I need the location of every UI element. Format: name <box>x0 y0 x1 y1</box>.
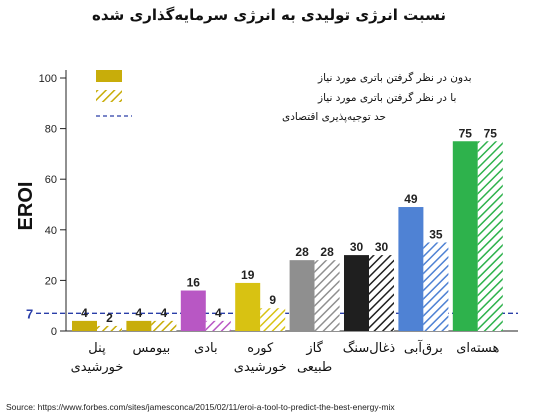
bar-value-label: 35 <box>429 227 443 241</box>
bar-value-label: 75 <box>484 126 498 140</box>
category-label: هسته‌ای <box>456 341 499 356</box>
bar-without-battery <box>180 290 206 331</box>
category-label: کوره <box>247 341 274 356</box>
bar-value-label: 2 <box>106 311 113 325</box>
category-label: طبیعی <box>297 360 332 375</box>
bar-with-battery <box>260 308 286 331</box>
category-label: ذغال‌سنگ <box>343 340 396 356</box>
bar-value-label: 4 <box>81 306 88 320</box>
bar-value-label: 19 <box>241 268 255 282</box>
bar-without-battery <box>398 207 424 331</box>
bar-with-battery <box>477 141 503 331</box>
category-label: خورشیدی <box>234 360 287 375</box>
bar-value-label: 4 <box>161 306 168 320</box>
bar-value-label: 16 <box>187 276 201 290</box>
category-label: پنل <box>88 341 106 356</box>
legend-swatch-solid <box>96 70 122 82</box>
bar-value-label: 28 <box>320 245 334 259</box>
y-tick-label: 0 <box>51 326 57 338</box>
chart-title: نسبت انرژی تولیدی به انرژی سرمایه‌گذاری … <box>91 6 447 24</box>
legend-swatch-hatched <box>96 90 122 102</box>
bar-value-label: 49 <box>404 192 418 206</box>
bar-value-label: 75 <box>459 126 473 140</box>
bar-with-battery <box>151 320 177 331</box>
bar-without-battery <box>452 141 478 331</box>
bar-with-battery <box>423 242 449 331</box>
bar-without-battery <box>235 282 261 331</box>
bar-value-label: 4 <box>136 306 143 320</box>
bar-value-label: 30 <box>375 240 389 254</box>
bar-with-battery <box>314 260 340 331</box>
legend-label-without-battery: بدون در نظر گرفتن باتری مورد نیاز <box>317 71 472 84</box>
bar-value-label: 9 <box>269 293 276 307</box>
category-label: بیومس <box>133 341 171 356</box>
y-tick-label: 80 <box>45 124 57 136</box>
threshold-value-label: 7 <box>26 306 33 321</box>
y-tick-label: 60 <box>45 174 57 186</box>
bar-with-battery <box>97 325 122 331</box>
bar-with-battery <box>205 320 231 331</box>
source-note: Source: https://www.forbes.com/sites/jam… <box>6 402 395 412</box>
bar-value-label: 28 <box>295 245 309 259</box>
category-label: خورشیدی <box>71 360 124 375</box>
y-axis-label: EROI <box>15 182 37 231</box>
category-label: برق‌آبی <box>404 339 443 356</box>
legend-label-threshold: حد توجیه‌پذیری اقتصادی <box>282 111 386 123</box>
bar-value-label: 30 <box>350 240 364 254</box>
y-tick-label: 40 <box>45 225 57 237</box>
bar-without-battery <box>344 255 369 331</box>
bar-without-battery <box>72 320 97 331</box>
category-label: گاز <box>305 340 323 356</box>
bar-without-battery <box>126 320 152 331</box>
bar-without-battery <box>289 260 315 331</box>
legend-label-with-battery: با در نظر گرفتن باتری مورد نیاز <box>317 91 456 104</box>
y-tick-label: 20 <box>45 275 57 287</box>
bar-with-battery <box>369 255 394 331</box>
bar-value-label: 4 <box>215 306 222 320</box>
category-label: بادی <box>194 341 218 356</box>
y-tick-label: 100 <box>39 73 57 85</box>
